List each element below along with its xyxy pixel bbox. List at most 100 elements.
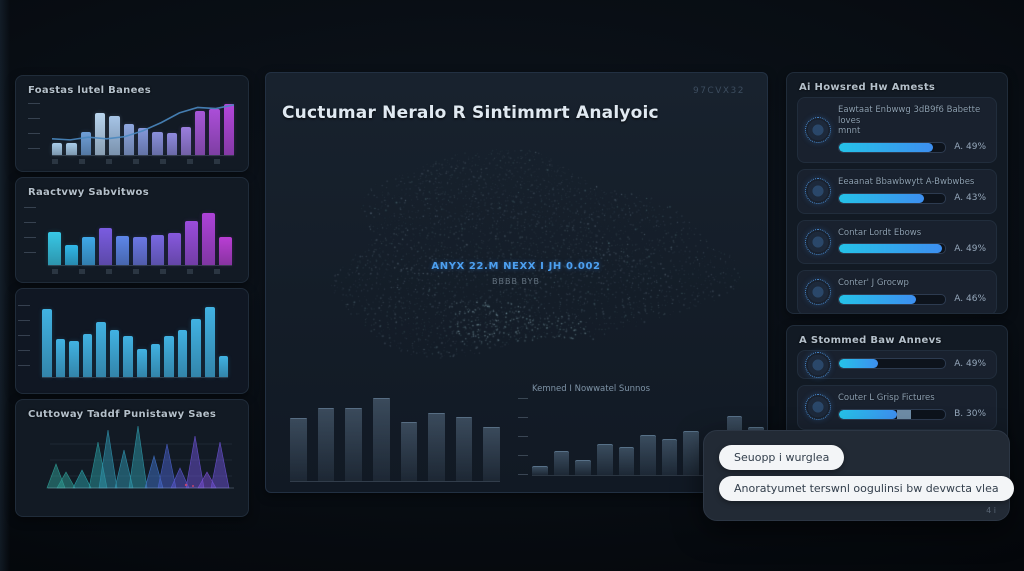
metric-sublabel: BBBB BYB <box>492 277 540 286</box>
progress-track <box>838 358 947 369</box>
progress-row[interactable]: Conter' J Grocwp A. 46% <box>797 270 997 313</box>
progress-percent: A. 49% <box>954 243 986 254</box>
main-sentiment-panel: Cuctumar Neralo R Sintimmrt Analyoic 97C… <box>265 72 768 493</box>
panel-reactivity-chart: Raactvwy Sabvitwos <box>15 177 249 283</box>
bar <box>164 336 174 377</box>
x-axis-ticks <box>52 269 232 274</box>
bar <box>152 132 163 155</box>
bar <box>177 330 188 377</box>
progress-track <box>838 408 947 420</box>
chat-suggestion-panel: Seuopp i wurglea Anoratyumet terswnl oogu… <box>703 430 1014 521</box>
progress-label: Eawtaat Enbwwg 3dB9f6 Babette loves mnnt <box>838 105 981 137</box>
progress-percent: B. 30% <box>954 409 986 420</box>
bar <box>167 233 181 265</box>
center-metric: ANYX 22.M NEXX I JH 0.002 BBBB BYB <box>406 261 626 286</box>
bar <box>184 220 198 265</box>
bar <box>42 308 52 377</box>
panel-trend-chart: Foastas lutel Banees <box>15 75 249 172</box>
bar <box>52 143 63 155</box>
y-axis-ticks <box>24 207 36 265</box>
bar <box>201 213 215 265</box>
bar <box>99 227 113 265</box>
bar <box>317 408 335 481</box>
bar <box>96 321 106 377</box>
bar <box>204 306 215 377</box>
bar <box>150 343 161 377</box>
chat-suggestion-bubble[interactable]: Anoratyumet terswnl oogulinsi bw devwcta… <box>719 476 1014 501</box>
bar <box>483 427 500 481</box>
bar <box>661 438 678 475</box>
progress-label: Couter L Grisp Fictures <box>838 393 935 403</box>
progress-percent: A. 49% <box>954 358 986 369</box>
bar <box>48 232 62 265</box>
bar <box>80 132 91 155</box>
y-axis-ticks <box>28 103 40 155</box>
y-axis-ticks <box>18 305 30 377</box>
chat-footnote: 4 i <box>986 506 996 515</box>
progress-percent: A. 46% <box>954 294 986 305</box>
bar <box>133 236 147 265</box>
progress-fill-secondary <box>897 409 912 419</box>
bar <box>209 108 220 155</box>
corner-label: 97CVX32 <box>692 86 745 96</box>
progress-row[interactable]: Contar Lordt Ebows A. 49% <box>797 219 997 265</box>
panel-title: Ai Howsred Hw Amests <box>799 82 936 93</box>
bar <box>94 112 106 155</box>
progress-row-list: Eawtaat Enbwwg 3dB9f6 Babette loves mnnt A… <box>787 93 1007 313</box>
progress-row[interactable]: A. 49% <box>797 350 997 379</box>
bar <box>290 417 307 481</box>
progress-track <box>838 243 947 255</box>
panel-title: Raactvwy Sabvitwos <box>28 187 149 198</box>
y-axis-ticks <box>518 398 528 476</box>
progress-fill <box>839 294 916 304</box>
bar <box>195 110 206 155</box>
bar <box>66 143 77 155</box>
panel-ai-surveys: A Stommed Baw Annevs A. 49% Couter L Gris… <box>786 325 1008 447</box>
equalizer-bar-chart <box>18 303 229 378</box>
bar <box>455 416 473 481</box>
bar <box>345 408 362 481</box>
progress-fill <box>839 142 933 152</box>
bar <box>428 412 445 481</box>
progress-track <box>838 141 947 153</box>
progress-label: Eeaanat Bbawbwytt A-Bwbwbes <box>838 176 975 187</box>
bar <box>553 450 570 475</box>
neural-gear-icon <box>805 228 831 255</box>
chart-title: Kemned I Nowwatel Sunnos <box>532 384 651 394</box>
bar <box>596 444 613 475</box>
progress-track <box>838 293 947 305</box>
progress-fill <box>839 244 943 254</box>
bar <box>532 466 548 475</box>
neural-brain-visualization <box>286 131 748 393</box>
metric-value: ANYX 22.M NEXX I JH 0.002 <box>431 261 601 272</box>
progress-row[interactable]: Couter L Grisp Fictures B. 30% <box>797 385 997 430</box>
x-axis-ticks <box>52 159 232 164</box>
bar <box>618 446 635 475</box>
bar <box>223 104 235 155</box>
neural-gear-icon <box>805 279 831 306</box>
progress-fill <box>839 409 898 419</box>
panel-title: Foastas lutel Banees <box>28 85 151 96</box>
progress-row-list: A. 49% Couter L Grisp Fictures B. 30% <box>787 346 1007 430</box>
progress-row[interactable]: Eeaanat Bbawbwytt A-Bwbwbes A. 43% <box>797 168 997 214</box>
neural-gear-icon <box>805 394 831 421</box>
reactivity-bar-chart <box>24 205 233 266</box>
bar <box>218 236 233 265</box>
bar <box>82 237 96 265</box>
progress-row[interactable]: Eawtaat Enbwwg 3dB9f6 Babette loves mnnt A… <box>797 97 997 163</box>
bar <box>123 336 134 377</box>
bar <box>82 334 93 377</box>
panel-title: A Stommed Baw Annevs <box>799 335 942 346</box>
bar <box>137 348 147 377</box>
bar <box>180 126 192 155</box>
bar <box>69 341 79 377</box>
progress-fill <box>839 193 924 203</box>
bar <box>55 338 66 377</box>
progress-track <box>838 192 947 204</box>
neural-gear-icon <box>805 351 831 378</box>
bar <box>137 128 149 155</box>
bar <box>683 431 700 475</box>
chat-suggestion-bubble[interactable]: Seuopp i wurglea <box>719 445 845 470</box>
bar <box>166 133 177 155</box>
